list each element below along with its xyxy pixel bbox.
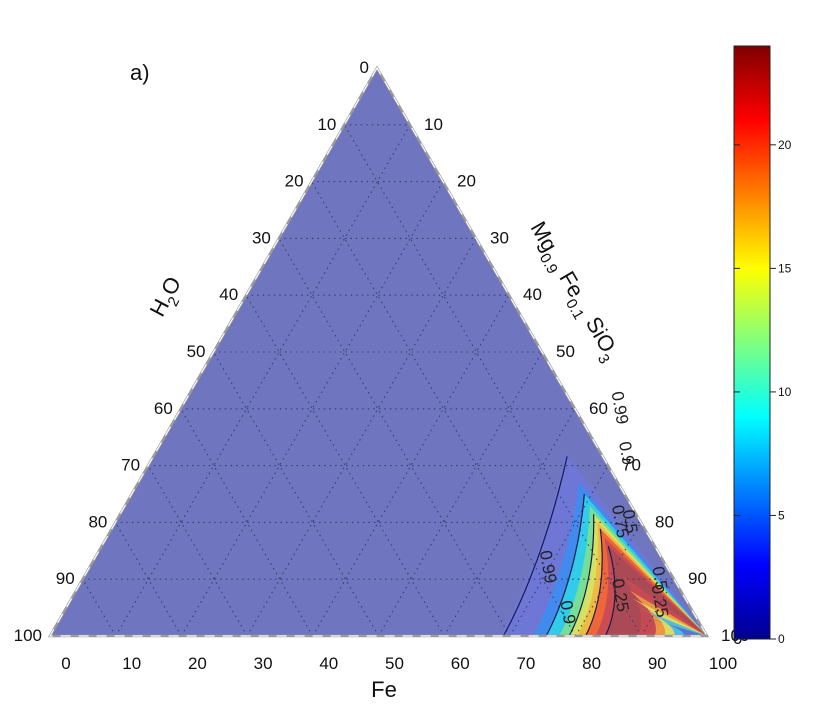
right-tick-label: 70 <box>622 456 641 475</box>
colorbar-tick-label: 5 <box>778 508 785 522</box>
left-tick-label: 60 <box>154 399 173 418</box>
right-tick-label: 20 <box>457 172 476 191</box>
colorbar: 0 5 10 15 20 <box>733 45 792 646</box>
contour-band-005 <box>632 598 707 636</box>
bottom-tick-label: 50 <box>385 654 404 673</box>
bottom-tick-label: 20 <box>188 654 207 673</box>
contour-band-001 <box>640 615 707 636</box>
right-tick-label: 50 <box>556 342 575 361</box>
bottom-tick-label: 80 <box>582 654 601 673</box>
colorbar-tick-label: 15 <box>778 261 792 275</box>
contour-label: 0.9 <box>556 599 579 626</box>
right-tick-label: 80 <box>655 512 674 531</box>
left-axis-label: H2O <box>145 272 192 323</box>
left-tick-label: 40 <box>219 285 238 304</box>
bottom-tick-label: 0 <box>61 654 70 673</box>
contour-label: 0.99 <box>608 390 632 426</box>
bottom-axis-label: Fe <box>371 677 397 702</box>
contour-band-015 <box>621 575 707 636</box>
colorbar-ticks: 0 5 10 15 20 <box>734 138 792 646</box>
contour-line <box>502 456 568 636</box>
colorbar-tick-label: 10 <box>778 385 792 399</box>
contour-label: 0.9 <box>615 440 638 467</box>
bottom-tick-label: 60 <box>451 654 470 673</box>
right-tick-label: 30 <box>490 228 509 247</box>
contour-label: 0.5 <box>648 565 671 592</box>
right-tick-label: 40 <box>523 285 542 304</box>
right-label-sub: 3 <box>594 351 613 367</box>
contour-band-025 <box>605 546 707 636</box>
contour-line <box>584 528 603 636</box>
left-tick-label: 10 <box>317 115 336 134</box>
colorbar-tick-label: 20 <box>778 138 792 152</box>
left-tick-label: 30 <box>252 228 271 247</box>
contour-band-01 <box>628 589 707 636</box>
right-tick-label: 10 <box>424 115 443 134</box>
left-tick-label: 100 <box>14 626 42 645</box>
contour-line <box>604 546 616 636</box>
contour-line <box>568 514 595 636</box>
contour-band-002 <box>636 607 707 636</box>
right-tick-label: 60 <box>589 399 608 418</box>
tick-labels: 0 10 20 30 40 50 60 70 80 90 100 0 10 20 30 40 50 60 70 80 9… <box>14 58 750 673</box>
panel-label: a) <box>130 60 150 85</box>
bottom-tick-label: 70 <box>516 654 535 673</box>
left-tick-label: 70 <box>121 456 140 475</box>
contour-line <box>545 494 585 636</box>
left-tick-label: 50 <box>187 342 206 361</box>
contour-label: 0.5 <box>619 508 642 535</box>
right-label-part: Mg <box>526 217 563 256</box>
left-tick-label: 20 <box>285 172 304 191</box>
bottom-tick-label: 10 <box>122 654 141 673</box>
colorbar-tick-label: 0 <box>778 632 785 646</box>
bottom-tick-label: 90 <box>648 654 667 673</box>
colorbar-ramp <box>733 45 771 640</box>
bottom-tick-label: 30 <box>254 654 273 673</box>
triangle-frame-dash <box>48 66 709 637</box>
left-tick-label: 90 <box>56 569 75 588</box>
bottom-tick-label: 40 <box>319 654 338 673</box>
contour-lines <box>502 456 616 636</box>
right-tick-label: 90 <box>688 569 707 588</box>
bottom-tick-label: 100 <box>709 654 737 673</box>
left-tick-label: 0 <box>360 58 369 77</box>
left-label-tail: O <box>156 272 186 299</box>
left-tick-label: 80 <box>88 512 107 531</box>
